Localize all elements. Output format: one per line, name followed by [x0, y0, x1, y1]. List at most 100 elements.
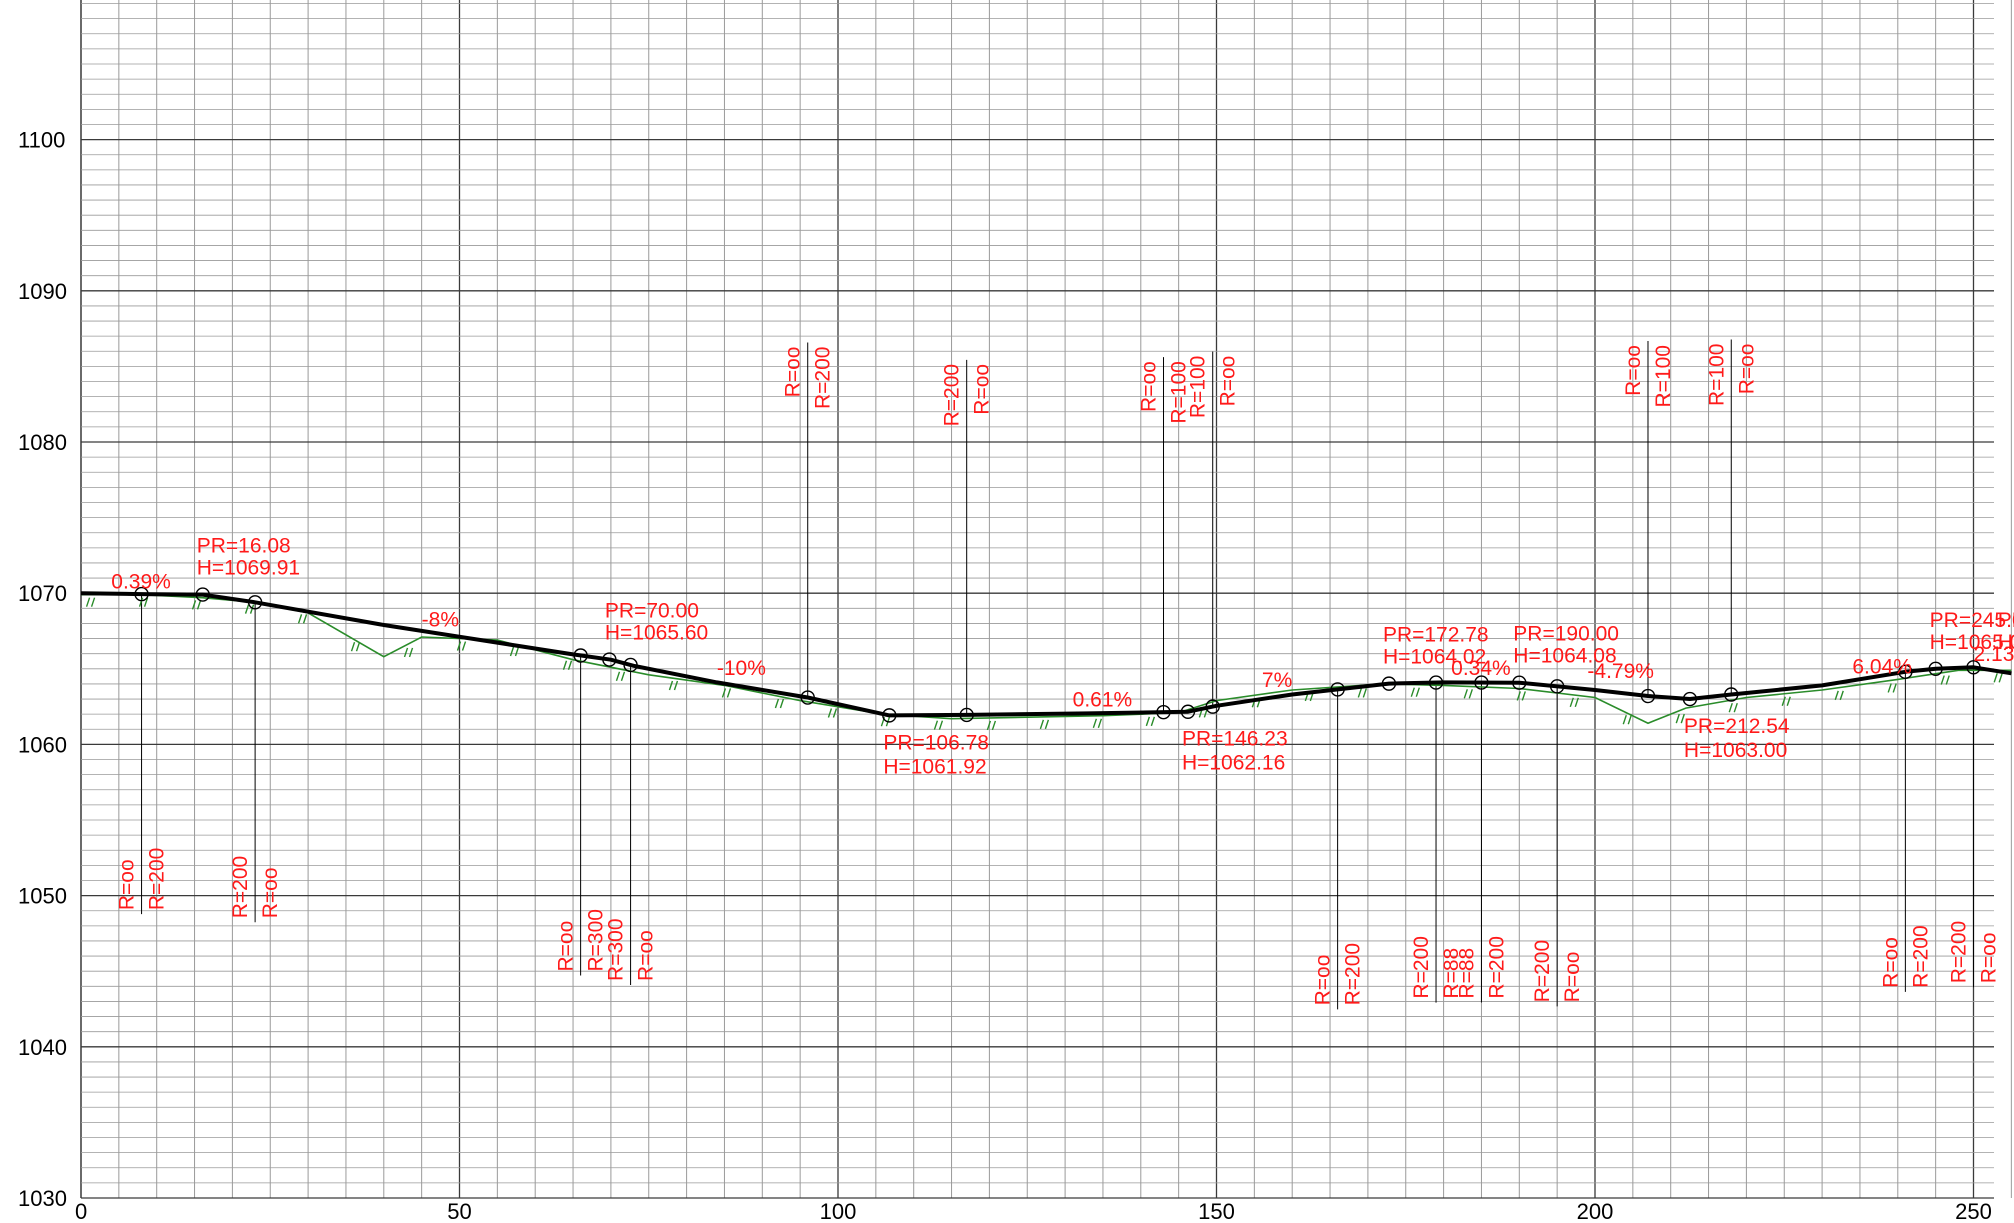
vertex-marker: [882, 708, 897, 723]
ground-hatch: [509, 646, 515, 657]
radius-label: R=200: [1531, 940, 1554, 1002]
ground-hatch: [832, 708, 838, 718]
vertex-label: H=1063.00: [1684, 739, 1787, 762]
x-tick-label: 100: [820, 1199, 857, 1223]
radius-label: R=200: [941, 364, 964, 426]
slope-label: 6.04%: [1852, 655, 1912, 678]
ground-hatch: [933, 720, 939, 730]
radius-label: R=oo: [1561, 952, 1584, 1003]
ground-hatch: [1887, 683, 1892, 693]
radius-label: R=oo: [555, 921, 578, 972]
ground-hatch: [1092, 718, 1098, 729]
ground-hatch: [1362, 688, 1367, 698]
radius-label: R=oo: [116, 859, 139, 910]
vertex-marker: [1205, 699, 1220, 714]
ground-hatch: [1039, 719, 1045, 730]
ground-hatch: [297, 614, 303, 624]
vertex-marker: [1549, 679, 1565, 694]
ground-hatch: [1468, 689, 1473, 699]
vertex-marker: [800, 690, 815, 705]
vertex-marker: [134, 586, 149, 602]
radius-label: R=88: [1440, 948, 1463, 999]
radius-label: R=300: [585, 909, 608, 971]
ground-hatch: [567, 660, 573, 670]
y-tick-label: 1080: [18, 430, 67, 455]
ground-hatch: [85, 597, 91, 607]
y-tick-label: 1060: [18, 732, 67, 757]
vertex-label: PR=190.00: [1513, 623, 1619, 646]
slope-label: -8%: [422, 608, 459, 631]
ground-hatch: [302, 614, 308, 624]
ground-hatch: [1410, 687, 1415, 697]
radius-label: R=oo: [782, 347, 805, 398]
ground-hatch: [1680, 713, 1685, 724]
vertex-marker: [1180, 704, 1196, 719]
ground-hatch: [1521, 691, 1526, 701]
ground-hatch: [779, 698, 785, 709]
ground-hatch: [1786, 696, 1791, 706]
vertex-marker: [602, 652, 617, 667]
radius-label: R=200: [1342, 943, 1365, 1005]
ground-hatch: [1145, 716, 1151, 727]
ground-hatch: [191, 600, 197, 610]
ground-hatch: [991, 720, 997, 731]
vertex-label: PR=254: [1998, 609, 2014, 632]
radius-label: R=oo: [635, 930, 658, 981]
ground-hatch: [726, 688, 732, 698]
vertex-label: H=1061.92: [883, 755, 986, 778]
ground-hatch: [1569, 697, 1574, 708]
ground-profile: [81, 593, 2012, 731]
x-tick-label: 200: [1577, 1199, 1614, 1223]
leader-lines: [141, 339, 1974, 1010]
radius-label: R=200: [229, 856, 252, 918]
axis-labels: 0 50 100 150 200 250 1030 1040 1050 1060 1070 1080 1…: [18, 128, 1992, 1223]
vertex-label: H=1065.60: [605, 622, 708, 645]
ground-hatch: [1728, 702, 1733, 713]
ground-hatch: [355, 641, 361, 652]
ground-hatch: [721, 688, 727, 698]
ground-hatch: [403, 647, 409, 658]
radius-label: R=oo: [1978, 932, 2001, 983]
x-tick-label: 0: [75, 1199, 87, 1223]
slope-label: 0.39%: [111, 571, 171, 594]
slope-label: 2.13%: [1974, 643, 2014, 666]
slope-label: -4.79%: [1587, 660, 1654, 683]
ground-hatch: [1733, 702, 1738, 713]
vertex-marker: [1966, 660, 1981, 675]
ground-hatch: [138, 597, 144, 607]
vertex-marker: [1640, 688, 1656, 704]
ground-hatch: [456, 641, 462, 651]
vertex-label: PR=245.08: [1930, 609, 2014, 632]
vertex-marker: [623, 657, 638, 673]
ground-hatch: [1998, 673, 2003, 683]
ground-hatch: [673, 680, 679, 691]
ground-hatch: [615, 671, 621, 682]
vertex-label: H=1062.16: [1182, 752, 1285, 775]
radius-label: R=oo: [1312, 955, 1335, 1006]
vertex-marker: [1330, 682, 1345, 697]
ground-hatch: [1463, 689, 1468, 699]
ground-hatch: [1839, 690, 1844, 701]
radius-label: R=200: [1485, 936, 1508, 998]
y-tick-label: 1050: [18, 884, 67, 909]
ground-hatch: [350, 641, 356, 652]
x-tick-label: 250: [1955, 1199, 1992, 1223]
ground-hatch: [1675, 713, 1680, 724]
y-tick-label: 1040: [18, 1035, 67, 1060]
ground-hatch: [1892, 683, 1897, 693]
vertex-marker: [959, 707, 974, 723]
ground-hatch: [1940, 675, 1945, 685]
vertex-marker: [1928, 661, 1943, 676]
vertex-marker: [1898, 664, 1913, 680]
y-tick-label: 1100: [18, 128, 65, 153]
ground-hatch: [1781, 696, 1786, 706]
vertex-marker: [247, 595, 263, 610]
slope-label: -10%: [717, 657, 766, 680]
vertex-label: PR=212.54: [1684, 715, 1790, 738]
ground-hatch: [620, 671, 626, 682]
ground-hatch: [1622, 714, 1627, 725]
vertex-marker: [195, 587, 210, 602]
ground-hatch: [986, 720, 992, 731]
y-tick-label: 1030: [18, 1186, 67, 1211]
